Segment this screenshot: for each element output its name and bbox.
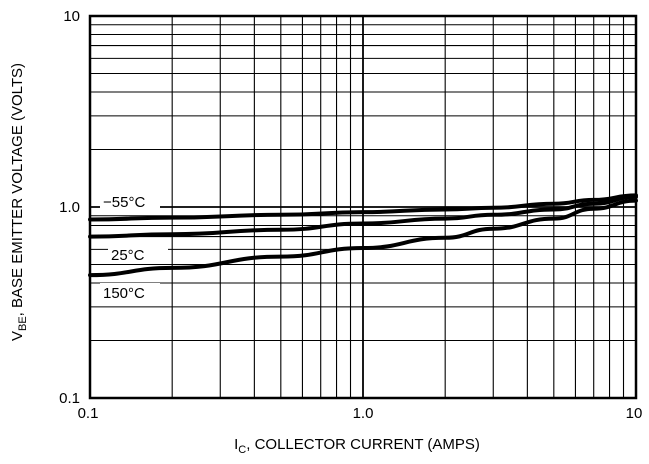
y-tick-label: 1.0 — [59, 199, 80, 216]
x-tick-labels: 0.1 1.0 10 — [78, 405, 643, 422]
curves — [88, 193, 638, 278]
curve-55-c-0 — [88, 193, 638, 222]
y-tick-labels: 0.1 1.0 10 — [59, 8, 80, 407]
curve-label-55-c: −55°C — [103, 194, 145, 211]
y-axis-title: VBE, BASE EMITTER VOLTAGE (VOLTS) — [9, 63, 29, 341]
y-axis-title-subscript: BE — [17, 316, 29, 331]
curve-label-background — [108, 245, 168, 264]
x-tick-label: 1.0 — [353, 405, 374, 422]
x-axis-title: IC, COLLECTOR CURRENT (AMPS) — [234, 436, 480, 456]
plot-frame — [88, 14, 638, 400]
curve-150-c-2 — [88, 198, 638, 278]
x-axis-title-rest: , COLLECTOR CURRENT (AMPS) — [246, 436, 480, 453]
x-tick-label: 10 — [626, 405, 643, 422]
x-axis-title-main: I — [234, 436, 238, 453]
curve-label-150-c: 150°C — [103, 285, 145, 302]
curve-label-background — [100, 283, 160, 302]
curve-label-background — [100, 192, 160, 211]
x-axis-title-subscript: C — [238, 444, 246, 456]
curve-labels: −55°C 25°C 150°C — [100, 192, 168, 302]
y-axis-title-main: V — [9, 331, 26, 341]
grid — [90, 16, 636, 398]
curve-label-25-c: 25°C — [111, 247, 145, 264]
x-tick-label: 0.1 — [78, 405, 99, 422]
curve-25-c-1 — [88, 194, 638, 239]
y-tick-label: 10 — [63, 8, 80, 25]
y-axis-title-rest: , BASE EMITTER VOLTAGE (VOLTS) — [9, 63, 26, 316]
y-tick-label: 0.1 — [59, 390, 80, 407]
